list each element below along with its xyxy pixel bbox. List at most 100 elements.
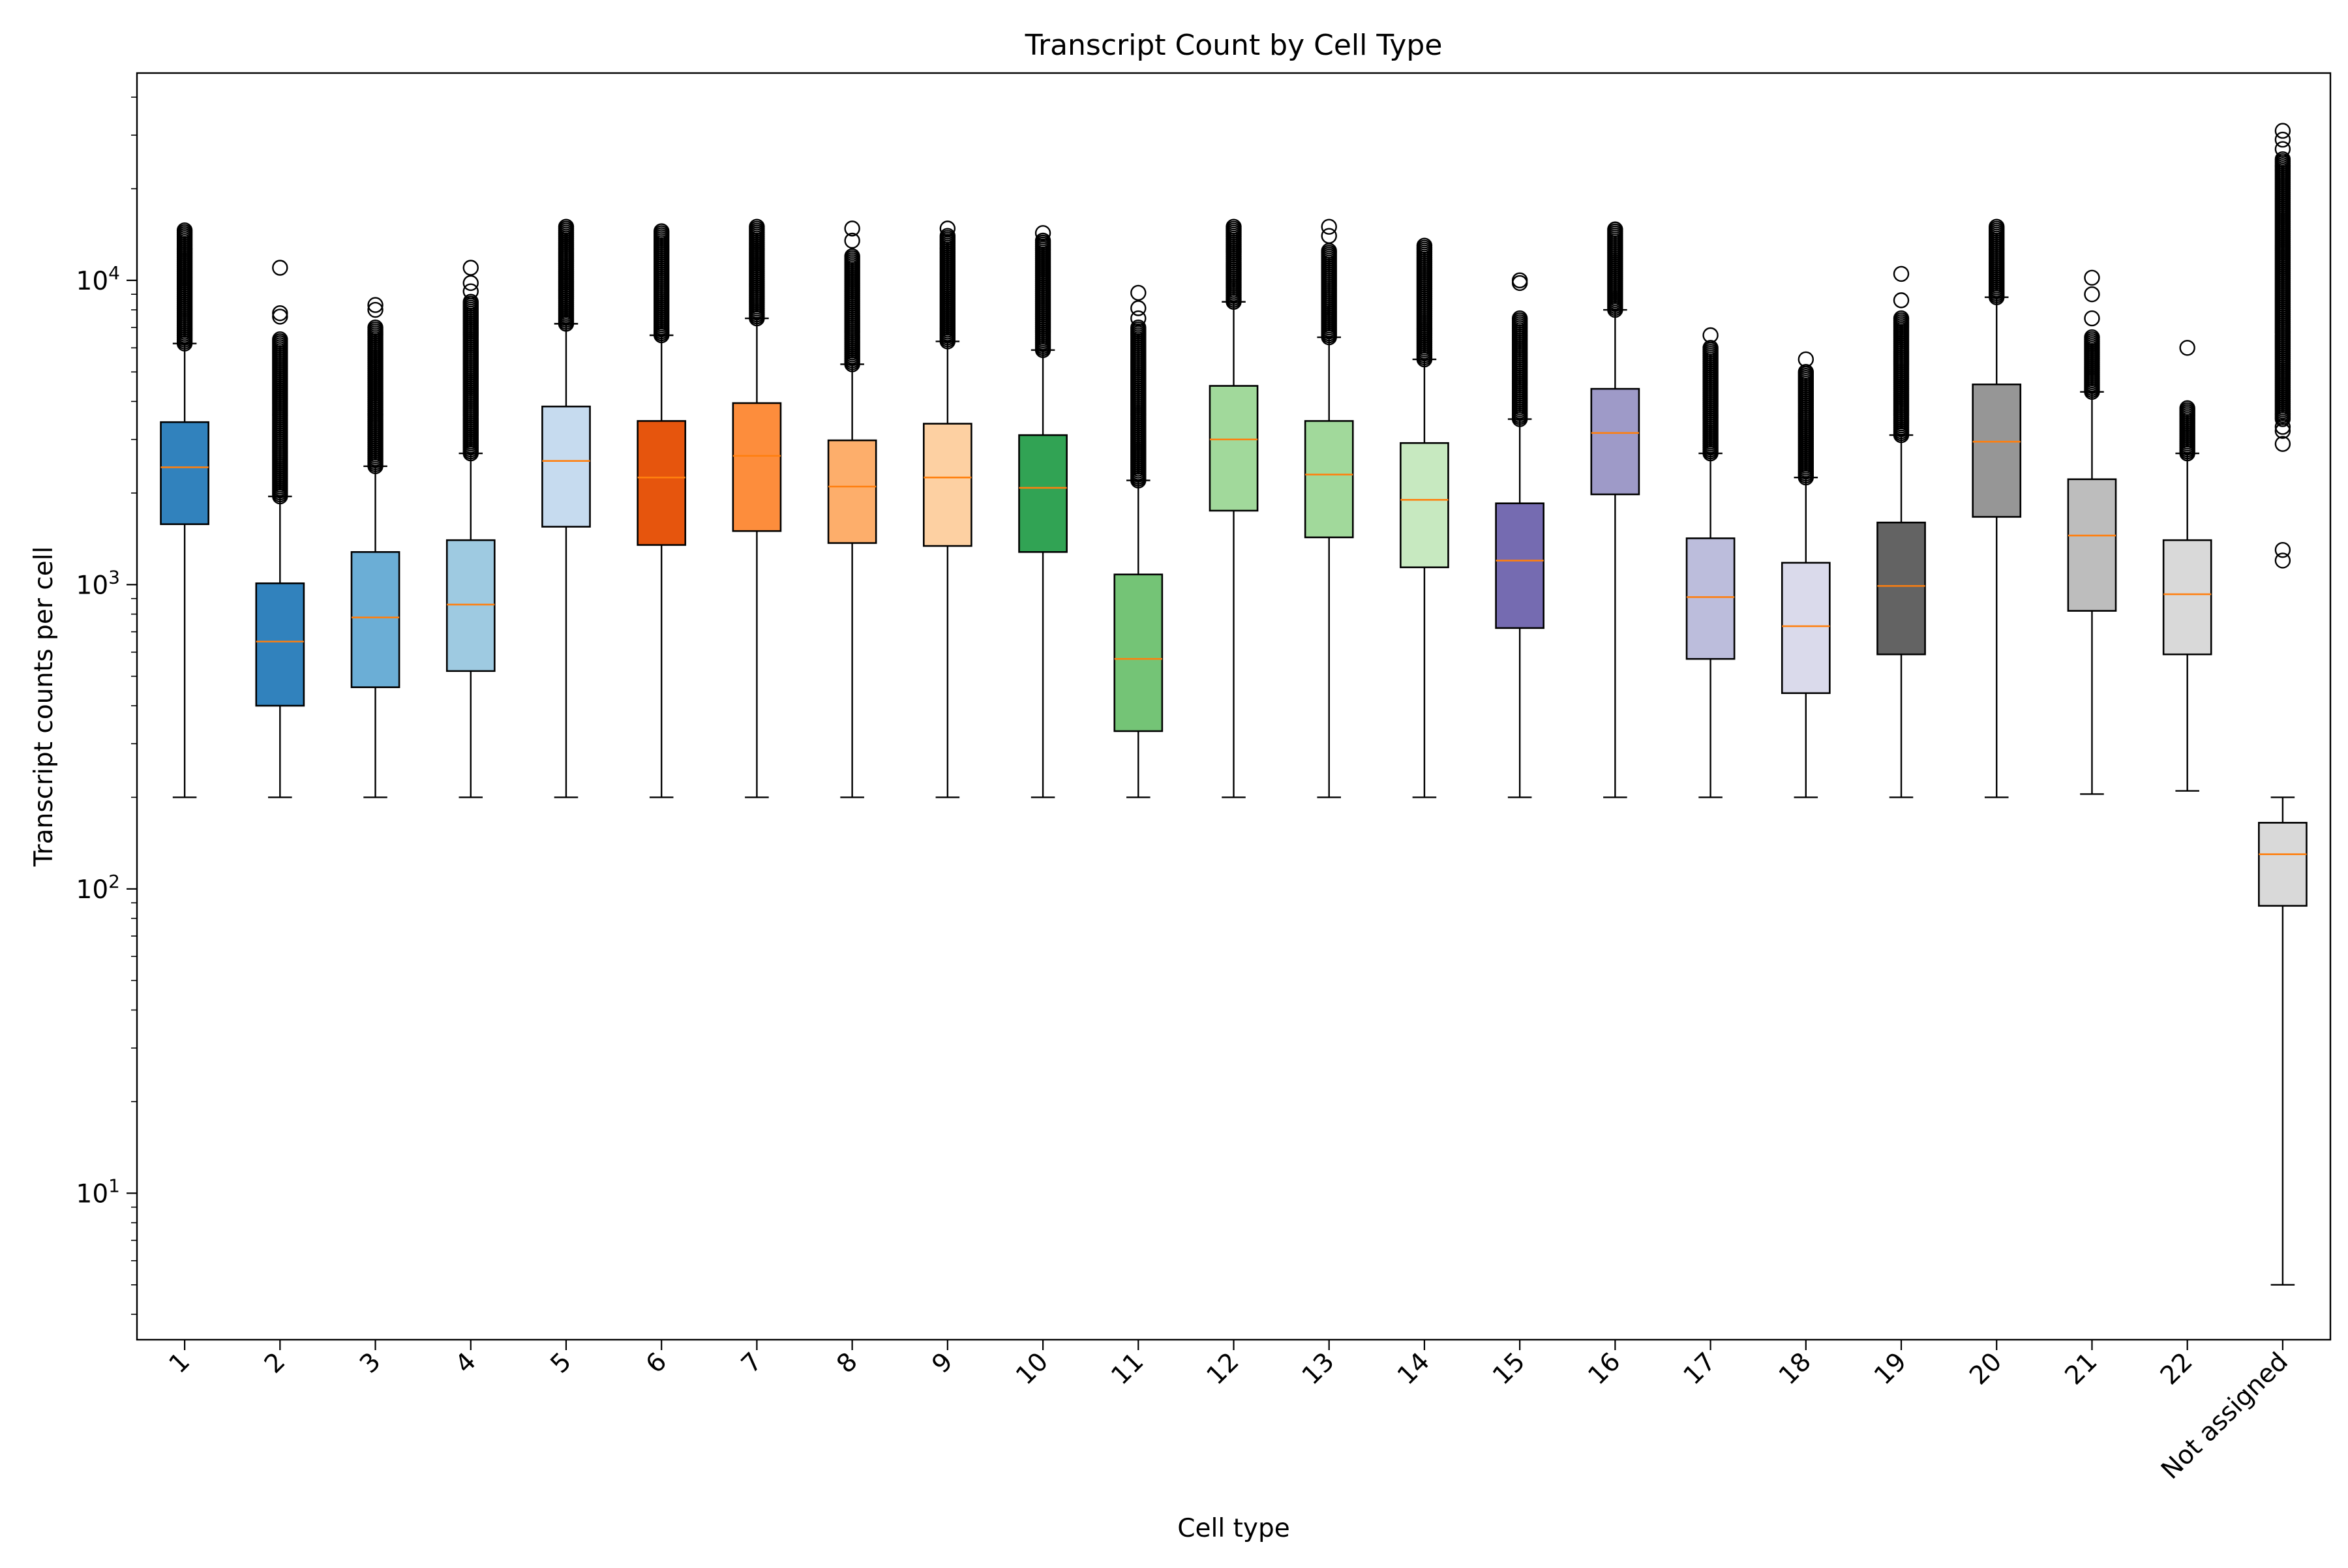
box-iqr: [350, 551, 400, 688]
box-iqr: [1685, 537, 1736, 660]
box-iqr: [827, 439, 877, 544]
box-iqr: [1972, 384, 2022, 518]
outlier-point: [2274, 552, 2291, 569]
outlier-point: [558, 219, 575, 235]
outlier-point: [2274, 436, 2291, 452]
outlier-point: [1130, 319, 1147, 336]
box-iqr: [732, 402, 782, 532]
box-group: [732, 219, 782, 798]
box-iqr: [2067, 478, 2117, 612]
box-group: [1685, 327, 1736, 798]
box-iqr: [1495, 502, 1545, 629]
outlier-point: [272, 260, 288, 276]
outlier-point: [1798, 351, 1814, 368]
outlier-point: [653, 223, 670, 239]
box-group: [2067, 269, 2117, 795]
box-iqr: [2258, 822, 2308, 907]
outlier-point: [176, 222, 193, 239]
outlier-point: [2274, 123, 2291, 139]
box-group: [2258, 123, 2308, 1286]
outlier-point: [2274, 141, 2291, 157]
box-iqr: [445, 539, 496, 672]
outlier-point: [1130, 284, 1147, 301]
outlier-point: [844, 248, 860, 265]
outlier-point: [2274, 419, 2291, 435]
outlier-point: [462, 260, 479, 276]
outlier-point: [1226, 219, 1242, 235]
y-tick-label: 102: [76, 871, 120, 905]
box-group: [1113, 284, 1164, 798]
box-group: [1018, 225, 1068, 798]
outlier-point: [2179, 340, 2195, 356]
box-iqr: [1400, 442, 1449, 569]
x-axis-label: Cell type: [1177, 1514, 1289, 1543]
outlier-point: [2084, 269, 2100, 286]
outlier-point: [2274, 423, 2291, 439]
outlier-point: [1034, 232, 1051, 249]
box-group: [255, 260, 305, 798]
box-iqr: [160, 421, 209, 525]
outlier-point: [1607, 221, 1623, 237]
box-iqr: [1113, 573, 1164, 732]
box-group: [637, 223, 687, 798]
box-group: [922, 220, 972, 798]
outlier-point: [2179, 400, 2195, 417]
box-group: [1972, 219, 2022, 798]
box-group: [1495, 272, 1545, 798]
box-group: [1400, 237, 1449, 798]
outlier-point: [1989, 219, 2005, 235]
outlier-point: [2274, 131, 2291, 148]
box-group: [1876, 265, 1926, 798]
outlier-point: [462, 283, 479, 299]
box-group: [2162, 340, 2212, 792]
box-iqr: [637, 420, 687, 546]
box-iqr: [2162, 539, 2212, 656]
box-iqr: [1209, 385, 1259, 512]
box-group: [1209, 219, 1259, 798]
box-iqr: [1018, 434, 1068, 553]
outlier-point: [1511, 310, 1528, 327]
outlier-point: [462, 294, 479, 310]
outlier-point: [1702, 327, 1719, 344]
box-group: [827, 220, 877, 798]
box-group: [1781, 351, 1831, 798]
box-iqr: [541, 405, 591, 528]
outlier-point: [939, 228, 956, 244]
box-group: [160, 222, 209, 798]
outlier-point: [1702, 340, 1719, 356]
outlier-point: [1321, 219, 1337, 235]
outlier-point: [2084, 310, 2100, 327]
box-iqr: [1304, 420, 1354, 539]
outlier-point: [1798, 364, 1814, 380]
outlier-point: [844, 232, 860, 249]
box-iqr: [1590, 387, 1640, 496]
outlier-point: [272, 305, 288, 322]
outlier-point: [2084, 286, 2100, 303]
box-group: [1304, 219, 1354, 798]
outlier-point: [1130, 300, 1147, 316]
box-iqr: [1781, 562, 1831, 694]
outlier-point: [1511, 272, 1528, 289]
outlier-point: [367, 319, 384, 336]
outlier-point: [1130, 310, 1147, 327]
outlier-point: [2274, 151, 2291, 168]
box-group: [541, 219, 591, 798]
y-axis-label: Transcript counts per cell: [29, 547, 59, 867]
box-group: [1590, 221, 1640, 798]
outlier-point: [2084, 329, 2100, 346]
box-iqr: [922, 423, 972, 547]
y-tick-label: 104: [76, 262, 120, 296]
outlier-point: [462, 275, 479, 292]
marks-layer: [160, 123, 2308, 1286]
outlier-point: [844, 220, 860, 237]
outlier-point: [367, 301, 384, 318]
outlier-point: [2274, 541, 2291, 558]
outlier-point: [939, 220, 956, 237]
outlier-point: [1321, 228, 1337, 244]
y-tick-label: 103: [76, 566, 120, 600]
outlier-point: [1034, 225, 1051, 241]
outlier-point: [749, 219, 765, 235]
